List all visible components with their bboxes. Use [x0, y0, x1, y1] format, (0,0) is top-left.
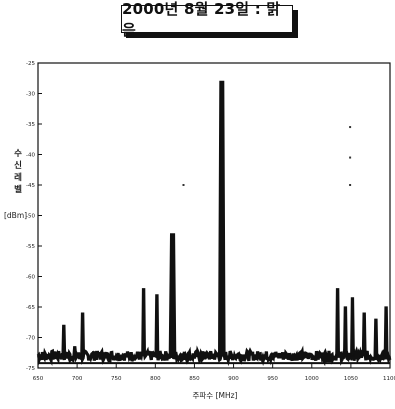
plot-area: [37, 62, 391, 369]
marker-point: [349, 156, 352, 159]
y-axis-label: 수 신 레 벨: [14, 149, 22, 195]
y-tick-label: -55: [26, 244, 35, 250]
chart-title: 2000년 8월 23일 : 맑음: [122, 0, 281, 39]
marker-points: [182, 126, 352, 186]
spectrum-peak: [350, 297, 355, 357]
y-tick-label: -60: [26, 275, 35, 281]
spectrum-peak: [373, 318, 379, 357]
y-axis-label-char-1: 수: [14, 149, 22, 159]
spectrum-peak: [342, 306, 348, 357]
y-tick-label: -65: [26, 305, 35, 311]
chart-title-banner: 2000년 8월 23일 : 맑음: [121, 0, 293, 39]
y-tick-label: -40: [26, 153, 35, 159]
y-axis-ticks: -25 -30 -35 -40 -45 -50 -55 -60 -65 -70 -75: [26, 61, 42, 372]
spectrum-peak: [217, 80, 226, 357]
y-tick-label: -70: [26, 336, 35, 342]
x-tick-label: 950: [267, 376, 278, 382]
x-tick-label: 1100: [383, 376, 395, 382]
spectrum-peak: [80, 312, 86, 357]
x-axis-ticks: 650 700 750 800 850 900 950 1000 1050 1100: [33, 364, 395, 382]
spectrum-peak: [335, 288, 341, 357]
spectrum-peak: [383, 306, 389, 357]
marker-point: [349, 126, 352, 129]
spectrum-peak: [72, 346, 78, 357]
x-tick-label: 800: [150, 376, 161, 382]
x-tick-label: 750: [111, 376, 122, 382]
x-tick-label: 700: [72, 376, 83, 382]
x-tick-label: 850: [189, 376, 200, 382]
y-tick-label: -35: [26, 122, 35, 128]
noise-floor-trace: [36, 345, 392, 367]
spectrum-peak: [141, 288, 147, 357]
x-tick-label: 1000: [305, 376, 319, 382]
spectrum-peak: [361, 312, 367, 357]
y-tick-label: -50: [26, 214, 35, 220]
spectrum-peak: [154, 294, 160, 357]
y-tick-label: -75: [26, 366, 35, 372]
x-tick-label: 650: [33, 376, 44, 382]
spectrum-peak: [168, 233, 177, 357]
marker-point: [182, 184, 185, 186]
marker-point: [349, 184, 352, 186]
y-axis-label-char-3: 레: [14, 172, 22, 183]
y-tick-label: -45: [26, 183, 35, 189]
x-tick-label: 900: [228, 376, 239, 382]
y-axis-unit: [dBm]: [4, 211, 27, 220]
y-tick-label: -25: [26, 61, 35, 67]
x-axis-label: 주파수 [MHz]: [193, 391, 238, 400]
spectrum-peak: [61, 324, 67, 357]
x-tick-label: 1050: [344, 376, 358, 382]
y-tick-label: -30: [26, 92, 35, 98]
y-axis-label-char-4: 벨: [14, 184, 22, 195]
y-axis-label-char-2: 신: [14, 160, 22, 171]
spectrum-series: [36, 80, 392, 367]
